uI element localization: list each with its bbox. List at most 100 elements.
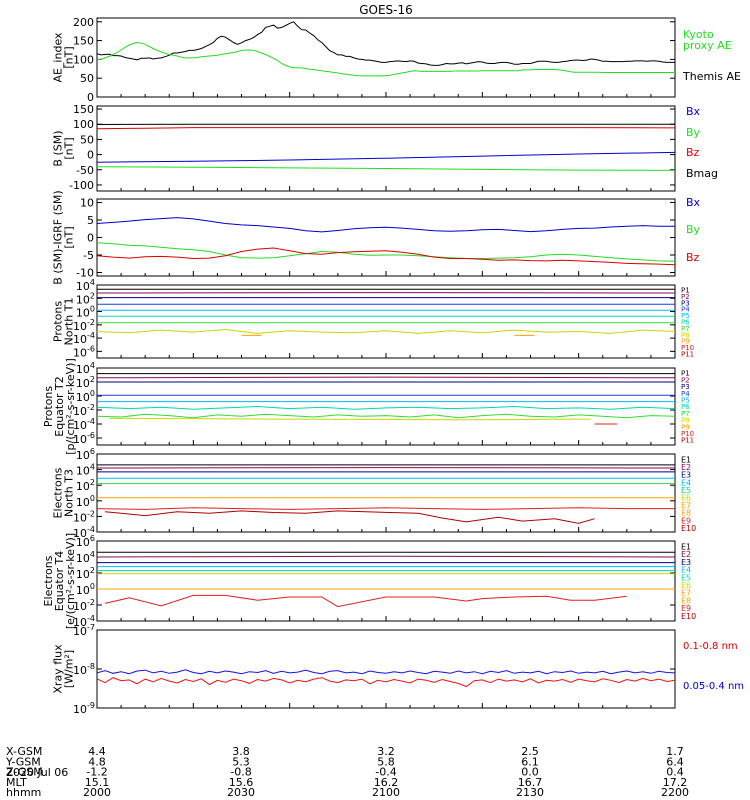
legend-item: P11 [681,351,694,359]
legend-item: E4 [681,566,691,575]
x-axis-value: 17.2 [663,776,688,789]
legend-item: E6 [681,581,691,590]
legend-item: P3 [681,299,690,307]
series-p7 [97,413,675,419]
x-axis-value: -1.2 [86,766,107,779]
y-axis-label: B (SM)-IGRF (SM) [52,190,65,284]
x-axis-row-label: hhmm [6,786,41,799]
x-axis-value: 6.1 [521,755,539,768]
y-tick-label: 104 [76,463,95,478]
legend-item: Bz [686,251,700,264]
legend-item: E2 [681,550,691,559]
x-axis-value: 2100 [372,786,400,799]
y-tick-label: 102 [76,478,95,493]
x-axis-value: 6.4 [666,755,684,768]
panel-frame [96,367,676,446]
x-axis-value: 5.3 [232,755,250,768]
series-e7 [97,507,675,510]
y-tick-label: -5 [83,249,94,262]
series-kyoto-proxy-ae [97,41,675,77]
y-tick-label: -100 [69,179,94,192]
panel-frame [96,198,676,277]
x-axis-row-label: X-GSM [6,745,42,758]
legend-item: P7 [681,410,690,418]
x-axis-row-label: MLT [6,776,27,789]
legend-item: P6 [681,403,690,411]
y-axis-label: Electrons [52,467,65,518]
panel-bsm: -100 -50 0 50 100 150 B (SM)[nT] Bx By Bz Bmag [52,103,719,192]
y-axis-label: [e/(cm²-s-sr-keV)] [64,533,77,629]
legend-item: E9 [681,516,691,525]
legend-item: E5 [681,573,691,582]
series-bx [97,151,675,163]
y-axis-label: [nT] [63,46,76,68]
y-tick-label: -50 [76,164,94,177]
y-axis-label: [nT] [63,137,76,159]
x-axis-value: 2000 [83,786,111,799]
series-group [97,123,675,171]
x-axis-value: 0.4 [666,766,684,779]
legend-item: P9 [681,423,690,431]
y-axis-label: Electrons [42,555,55,606]
y-axis-label: Protons [42,386,55,427]
legend-item: P2 [681,293,690,301]
y-tick-label: 106 [76,447,95,462]
legend-item: E6 [681,493,691,502]
y-tick-label: 10-7 [73,623,95,638]
legend-item: P9 [681,338,690,346]
figure-date: 2020 Jul 06 [6,766,68,779]
legend-item: Bx [686,196,701,209]
series-group [97,288,675,336]
legend-item: E2 [681,463,691,472]
legend-item: E10 [681,612,696,621]
x-axis-value: 3.2 [377,745,395,758]
panel-frame [96,540,676,622]
y-tick-label: 50 [80,133,94,146]
y-tick-label: 106 [76,534,95,549]
figure-title: GOES-16 [359,3,413,17]
legend-item: E5 [681,486,691,495]
panel-frame [96,284,676,359]
y-tick-label: 50 [80,72,94,85]
series-by [97,242,675,262]
legend-item: 0.1-0.8 nm [683,641,738,652]
x-axis-value: 5.8 [377,755,395,768]
y-tick-label: 10-2 [73,509,95,524]
x-axis-value: 2.5 [521,745,539,758]
y-tick-label: 100 [76,494,95,509]
y-tick-label: 10-8 [73,662,95,677]
series-group [97,21,675,77]
y-tick-label: 100 [76,582,95,597]
y-tick-label: 100 [76,389,95,404]
y-tick-label: 150 [73,103,94,116]
legend-item: P10 [681,344,694,352]
y-tick-label: 100 [73,118,94,131]
y-axis-label: Equator T2 [53,376,66,436]
legend-item: E3 [681,558,691,567]
legend-item: P4 [681,306,690,314]
legend-item: 0.05-0.4 nm [683,681,744,692]
y-tick-label: 10 [80,197,94,210]
panel-bsmigrf: -10 -5 0 5 10 B (SM)-IGRF (SM)[nT] Bx By Bz [52,190,701,284]
legend-item: P7 [681,325,690,333]
y-axis-label: Protons [52,301,65,342]
legend-item: E10 [681,524,696,533]
series-p6 [97,405,675,410]
y-axis-label: North T1 [63,298,76,346]
x-axis-value: 16.7 [518,776,543,789]
y-axis-label: North T3 [63,469,76,517]
y-tick-label: 10-6 [73,344,95,359]
y-tick-label: 102 [76,566,95,581]
x-axis-value: -0.8 [230,766,251,779]
x-axis-table: X-GSM 4.4 3.8 3.2 2.5 1.7 Y-GSM 4.8 5.3 5.8 6.1 6.4… [5,745,689,799]
x-axis-value: 16.2 [374,776,399,789]
y-tick-label: 104 [76,361,95,376]
legend-item: Bx [686,105,701,118]
series-group [97,373,675,425]
panel-xray: 10-7 10-8 10-9 Xray flux[W/m²] 0.1-0.8 nm 0.0… [52,623,745,716]
